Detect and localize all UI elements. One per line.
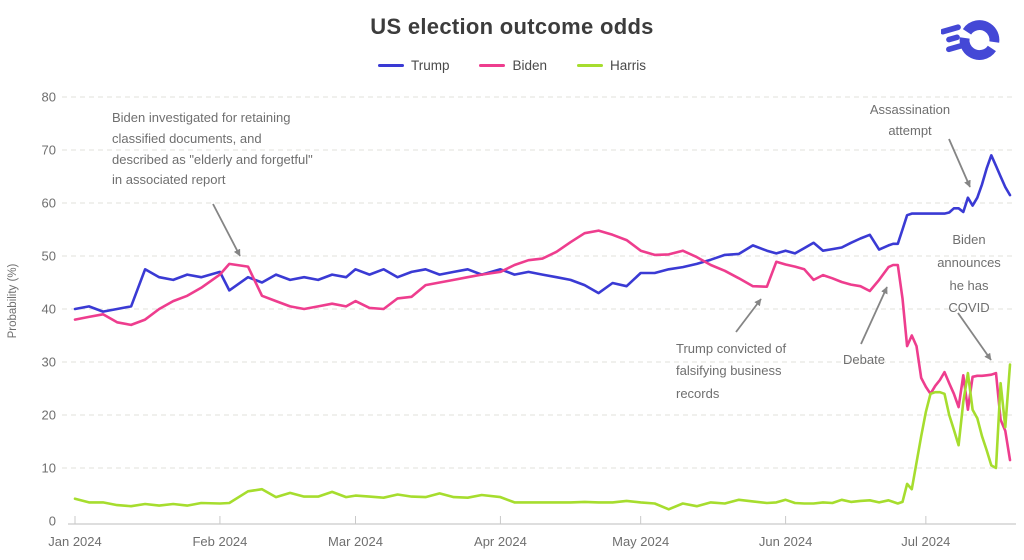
annotation-debate: Debate — [843, 352, 885, 367]
svg-text:20: 20 — [42, 408, 56, 423]
trump-line-swatch — [377, 63, 404, 68]
legend-item-biden[interactable]: Biden — [479, 58, 547, 73]
svg-text:30: 30 — [42, 355, 56, 370]
y-axis-title: Probability (%) — [7, 263, 19, 339]
biden-line-swatch — [479, 63, 506, 68]
arrow-covid — [957, 312, 992, 361]
annotation-hur-report: Biden investigated for retaining classif… — [112, 110, 313, 188]
legend-label-biden: Biden — [512, 58, 548, 73]
svg-text:50: 50 — [42, 249, 56, 264]
svg-text:May 2024: May 2024 — [612, 534, 669, 549]
harris-line-swatch — [577, 63, 604, 68]
legend: Trump Biden Harris — [0, 58, 1024, 73]
brand-logo[interactable] — [941, 12, 1003, 70]
annotation-conviction: Trump convicted of falsifying business r… — [676, 341, 787, 401]
svg-text:40: 40 — [42, 302, 56, 317]
arrow-hur-report — [212, 203, 241, 257]
arrow-assassination — [948, 138, 971, 188]
page-title: US election outcome odds — [370, 14, 654, 39]
legend-item-trump[interactable]: Trump — [377, 58, 450, 73]
svg-text:0: 0 — [49, 514, 56, 529]
svg-text:10: 10 — [42, 461, 56, 476]
arrow-debate — [860, 286, 888, 345]
svg-text:60: 60 — [42, 196, 56, 211]
svg-text:Jul 2024: Jul 2024 — [901, 534, 950, 549]
annotation-assassination: Assassination attempt — [869, 102, 951, 138]
svg-text:Jun 2024: Jun 2024 — [759, 534, 813, 549]
legend-item-harris[interactable]: Harris — [577, 58, 646, 73]
annotation-covid: Biden announces he has COVID — [937, 232, 1001, 316]
svg-text:Jan 2024: Jan 2024 — [48, 534, 102, 549]
svg-text:Mar 2024: Mar 2024 — [328, 534, 383, 549]
legend-label-trump: Trump — [410, 58, 450, 73]
arrow-conviction — [735, 298, 762, 333]
logo-icon — [941, 20, 1000, 60]
svg-text:Feb 2024: Feb 2024 — [192, 534, 247, 549]
svg-text:Apr 2024: Apr 2024 — [474, 534, 527, 549]
legend-label-harris: Harris — [610, 58, 647, 73]
svg-text:80: 80 — [42, 90, 56, 105]
svg-text:70: 70 — [42, 143, 56, 158]
